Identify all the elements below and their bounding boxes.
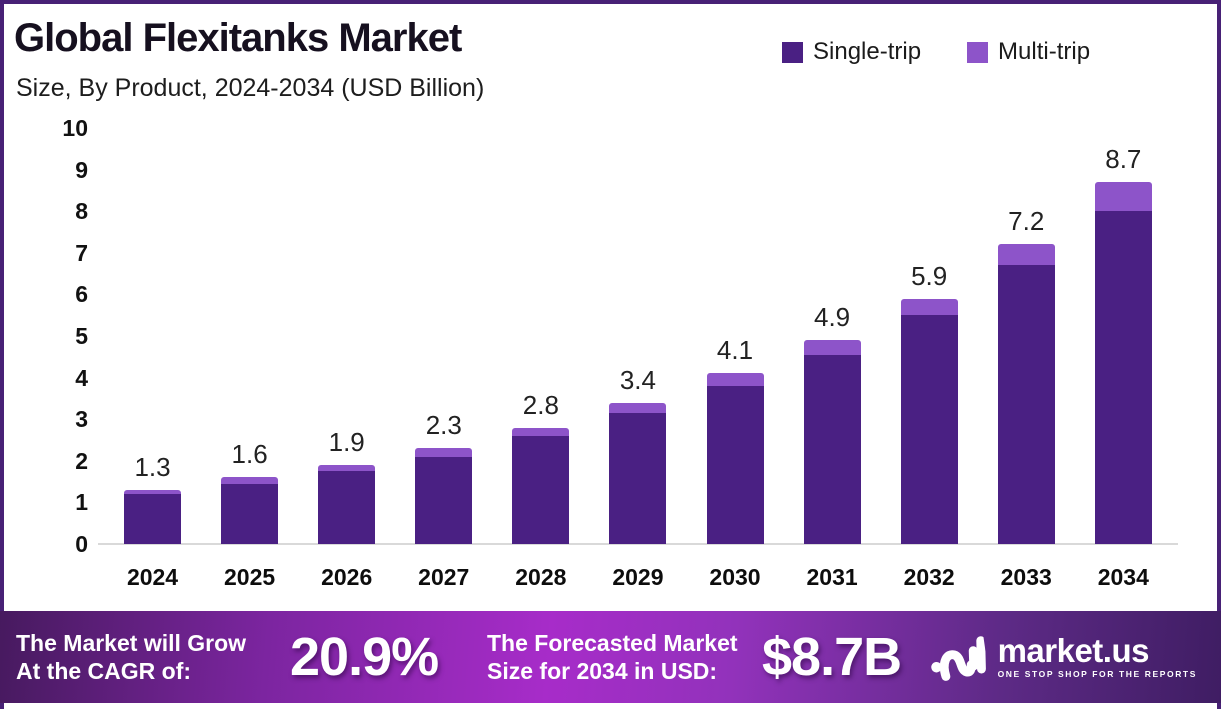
chart-legend: Single-trip Multi-trip bbox=[782, 38, 1090, 66]
forecast-label: The Forecasted Market Size for 2034 in U… bbox=[487, 629, 738, 685]
y-axis-tick-10: 10 bbox=[62, 115, 88, 141]
bar-chart-plot-area: 1.3 2024 1.6 2025 1.9 2026 2.3 2027 2.8 2028 3.4 20… bbox=[104, 128, 1172, 590]
y-axis: 0 1 2 3 4 5 6 7 8 9 10 bbox=[30, 0, 88, 600]
x-axis-label-2033: 2033 bbox=[1000, 564, 1052, 590]
bar-group-2028: 2.8 2028 bbox=[492, 128, 589, 590]
cagr-value: 20.9% bbox=[290, 627, 439, 687]
x-axis-label-2030: 2030 bbox=[709, 564, 761, 590]
bar-segment-single-trip-2034 bbox=[1094, 211, 1152, 544]
y-axis-tick-7: 7 bbox=[75, 239, 88, 266]
bar-group-2031: 4.9 2031 bbox=[784, 128, 881, 590]
bar-group-2033: 7.2 2033 bbox=[978, 128, 1075, 590]
bar-segment-single-trip-2033 bbox=[997, 265, 1055, 544]
bar-total-label-2029: 3.4 bbox=[619, 364, 656, 395]
legend-item-single-trip: Single-trip bbox=[782, 38, 921, 66]
x-axis-label-2027: 2027 bbox=[418, 564, 470, 590]
bar-total-label-2028: 2.8 bbox=[522, 389, 559, 420]
bar-segment-single-trip-2032 bbox=[900, 315, 958, 544]
forecast-label-line1: The Forecasted Market bbox=[487, 630, 738, 656]
y-axis-tick-0: 0 bbox=[75, 531, 88, 557]
x-axis-line bbox=[98, 543, 1178, 545]
bar-total-label-2030: 4.1 bbox=[716, 335, 754, 366]
bar-segment-single-trip-2028 bbox=[512, 435, 570, 544]
marketus-logo-words: market.us ONE STOP SHOP FOR THE REPORTS bbox=[997, 632, 1197, 679]
single-trip-swatch-icon bbox=[782, 41, 803, 63]
x-axis-label-2032: 2032 bbox=[903, 564, 955, 590]
bar-segment-multi-trip-2032 bbox=[900, 298, 958, 316]
bar-total-label-2031: 4.9 bbox=[814, 302, 851, 333]
y-axis-tick-8: 8 bbox=[75, 198, 88, 225]
bar-segment-multi-trip-2026 bbox=[318, 464, 376, 472]
y-axis-tick-6: 6 bbox=[75, 281, 88, 308]
bar-segment-multi-trip-2034 bbox=[1094, 182, 1152, 212]
bar-segment-multi-trip-2025 bbox=[221, 477, 279, 484]
forecast-label-line2: Size for 2034 in USD: bbox=[487, 658, 718, 684]
bar-segment-single-trip-2024 bbox=[124, 494, 182, 544]
forecast-value: $8.7B bbox=[762, 627, 902, 687]
x-axis-label-2034: 2034 bbox=[1097, 564, 1149, 590]
bar-segment-single-trip-2031 bbox=[803, 354, 861, 544]
bar-group-2029: 3.4 2029 bbox=[589, 128, 686, 590]
bar-group-2024: 1.3 2024 bbox=[104, 128, 201, 590]
bar-segment-single-trip-2027 bbox=[415, 456, 473, 544]
bar-group-2032: 5.9 2032 bbox=[881, 128, 978, 590]
cagr-label-line1: The Market will Grow bbox=[16, 630, 247, 656]
marketus-logo-text: market.us bbox=[997, 632, 1150, 669]
legend-label-multi-trip: Multi-trip bbox=[998, 38, 1091, 65]
bar-segment-multi-trip-2031 bbox=[803, 340, 861, 355]
cagr-label: The Market will Grow At the CAGR of: bbox=[16, 629, 246, 685]
cagr-label-line2: At the CAGR of: bbox=[16, 658, 192, 684]
y-axis-tick-2: 2 bbox=[75, 447, 88, 474]
bar-group-2034: 8.7 2034 bbox=[1075, 128, 1172, 590]
bar-segment-single-trip-2029 bbox=[609, 412, 667, 544]
multi-trip-swatch-icon bbox=[967, 41, 989, 63]
bar-total-label-2026: 1.9 bbox=[328, 426, 365, 457]
bottom-stats-banner: The Market will Grow At the CAGR of: 20.… bbox=[0, 611, 1221, 703]
bar-segment-multi-trip-2028 bbox=[512, 427, 570, 436]
x-axis-label-2029: 2029 bbox=[612, 564, 664, 590]
bar-segment-single-trip-2026 bbox=[318, 471, 376, 544]
bar-total-label-2033: 7.2 bbox=[1008, 206, 1045, 237]
bar-total-label-2032: 5.9 bbox=[911, 260, 948, 291]
x-axis-label-2024: 2024 bbox=[126, 564, 179, 590]
page-subtitle: Size, By Product, 2024-2034 (USD Billion… bbox=[16, 74, 485, 102]
bar-group-2030: 4.1 2030 bbox=[687, 128, 784, 590]
legend-label-single-trip: Single-trip bbox=[813, 38, 922, 65]
bar-total-label-2034: 8.7 bbox=[1105, 144, 1142, 175]
y-axis-tick-5: 5 bbox=[75, 323, 88, 349]
bar-group-2026: 1.9 2026 bbox=[298, 128, 395, 590]
bar-segment-multi-trip-2029 bbox=[609, 402, 667, 413]
bar-segment-single-trip-2030 bbox=[706, 385, 764, 544]
bar-total-label-2024: 1.3 bbox=[134, 451, 171, 482]
bar-segment-multi-trip-2027 bbox=[415, 448, 473, 457]
y-axis-tick-1: 1 bbox=[75, 489, 88, 516]
x-axis-label-2028: 2028 bbox=[515, 564, 567, 590]
marketus-logo-tagline: ONE STOP SHOP FOR THE REPORTS bbox=[997, 669, 1197, 679]
bar-segment-single-trip-2025 bbox=[221, 483, 279, 544]
bar-total-label-2027: 2.3 bbox=[425, 410, 462, 441]
legend-item-multi-trip: Multi-trip bbox=[967, 38, 1090, 66]
x-axis-label-2025: 2025 bbox=[224, 564, 276, 590]
x-axis-label-2031: 2031 bbox=[806, 564, 858, 590]
page-title: Global Flexitanks Market bbox=[14, 16, 462, 60]
bar-group-2025: 1.6 2025 bbox=[201, 128, 298, 590]
bar-segment-multi-trip-2024 bbox=[124, 489, 182, 495]
marketus-logo: market.us ONE STOP SHOP FOR THE REPORTS bbox=[928, 628, 1197, 686]
bar-group-2027: 2.3 2027 bbox=[395, 128, 492, 590]
bar-segment-multi-trip-2030 bbox=[706, 373, 764, 386]
marketus-logo-icon bbox=[930, 636, 986, 681]
bar-segment-multi-trip-2033 bbox=[997, 244, 1055, 266]
bar-total-label-2025: 1.6 bbox=[231, 439, 268, 470]
y-axis-tick-9: 9 bbox=[75, 156, 88, 183]
x-axis-label-2026: 2026 bbox=[321, 564, 373, 590]
y-axis-tick-3: 3 bbox=[75, 406, 88, 433]
y-axis-tick-4: 4 bbox=[75, 364, 88, 391]
